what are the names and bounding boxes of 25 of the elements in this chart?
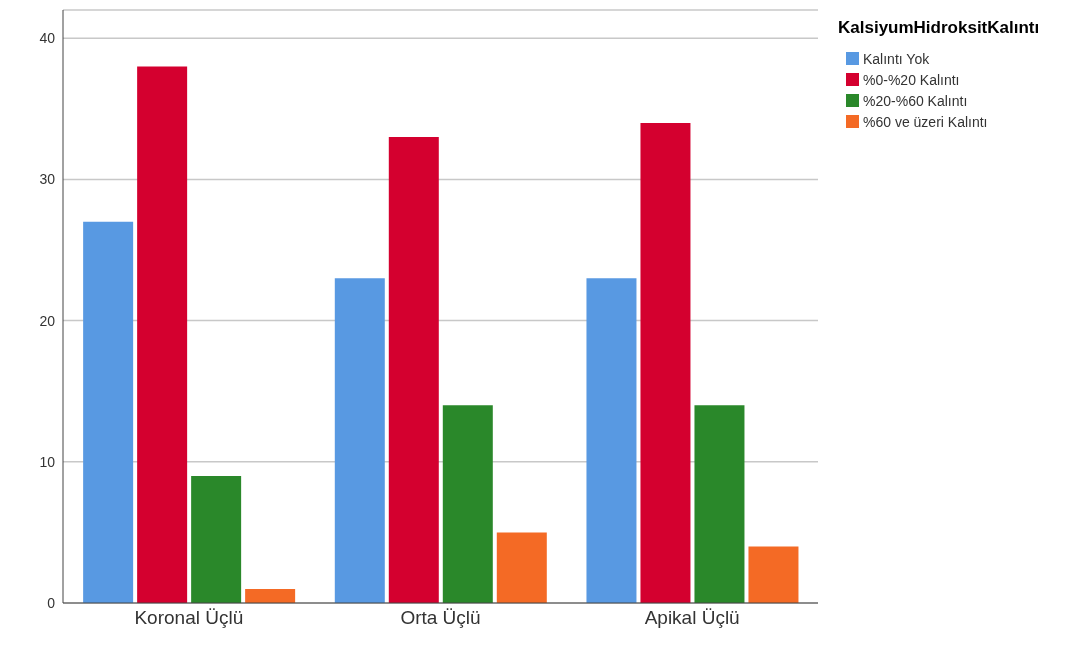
y-tick-label: 0 xyxy=(47,594,56,611)
bar xyxy=(496,532,547,603)
bar xyxy=(640,122,691,603)
legend-title: KalsiyumHidroksitKalıntı xyxy=(838,18,1040,38)
bar xyxy=(245,588,296,603)
legend-label: %0-%20 Kalıntı xyxy=(863,71,960,88)
x-tick-label: Orta Üçlü xyxy=(400,607,481,629)
y-tick-label: 30 xyxy=(39,171,56,188)
bar xyxy=(694,405,745,603)
bar xyxy=(83,221,134,603)
bar xyxy=(334,278,385,603)
legend-label: %60 ve üzeri Kalıntı xyxy=(863,113,988,130)
legend-label: Kalıntı Yok xyxy=(863,50,930,67)
y-tick-label: 20 xyxy=(39,312,56,329)
x-tick-label: Koronal Üçlü xyxy=(134,607,244,629)
bar xyxy=(388,137,439,603)
bar xyxy=(191,475,242,603)
x-tick-label: Apikal Üçlü xyxy=(644,607,740,629)
bar xyxy=(442,405,493,603)
bar xyxy=(137,66,188,603)
y-tick-label: 10 xyxy=(39,453,56,470)
bar xyxy=(748,546,799,603)
y-tick-label: 40 xyxy=(39,30,56,47)
bar xyxy=(586,278,637,603)
legend-label: %20-%60 Kalıntı xyxy=(863,92,968,109)
